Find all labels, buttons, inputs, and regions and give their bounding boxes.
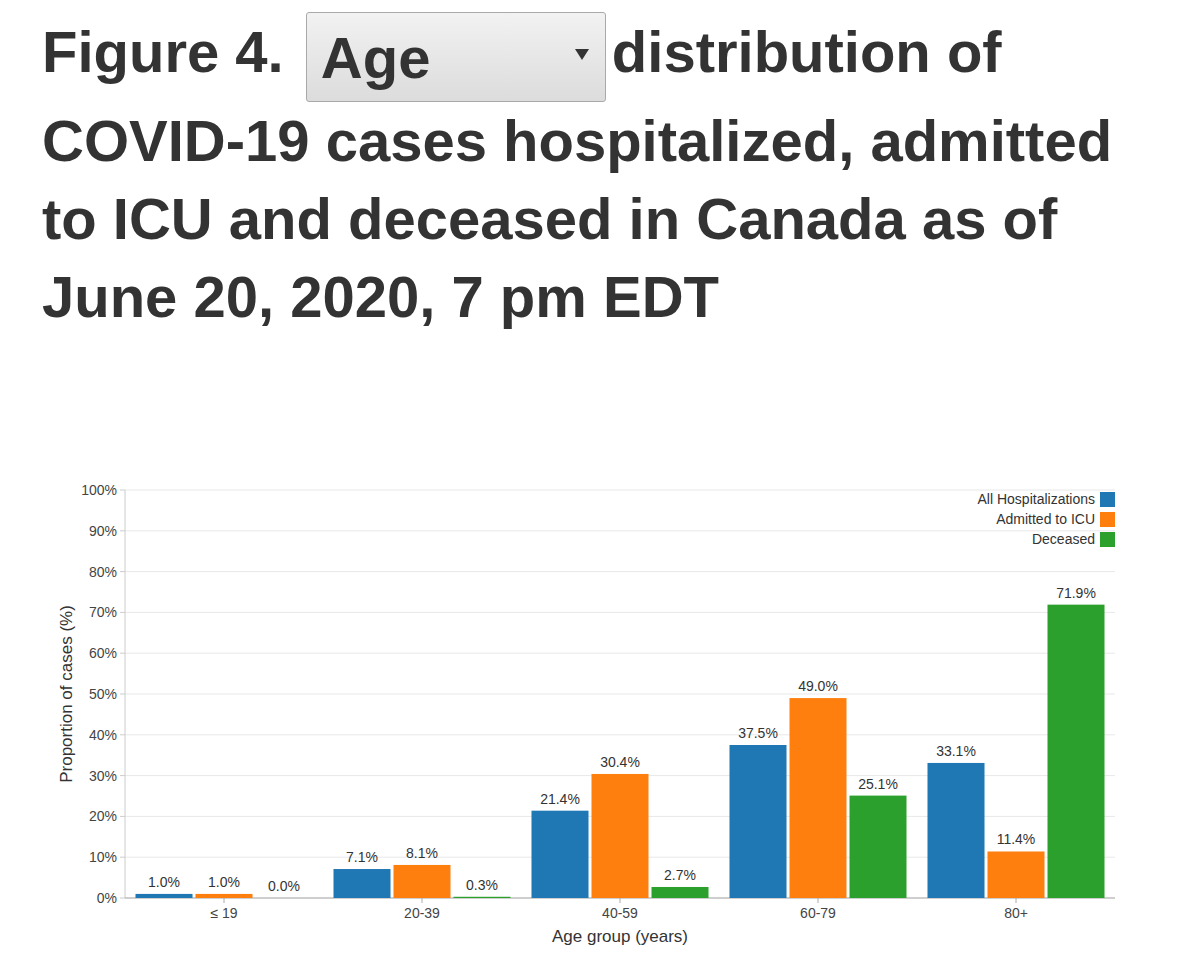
bar <box>1048 605 1105 898</box>
data-label: 2.7% <box>664 867 696 883</box>
bar <box>394 865 451 898</box>
bar <box>730 745 787 898</box>
dropdown-arrow-shape <box>575 49 589 60</box>
data-label: 37.5% <box>738 725 778 741</box>
data-label: 0.3% <box>466 877 498 893</box>
y-tick-label: 70% <box>89 604 117 620</box>
y-tick <box>120 816 125 817</box>
data-label: 21.4% <box>540 791 580 807</box>
bar <box>790 698 847 898</box>
bar <box>928 763 985 898</box>
y-tick <box>120 490 125 491</box>
data-label: 71.9% <box>1056 585 1096 601</box>
bar <box>454 897 511 898</box>
grid-line <box>125 571 1115 572</box>
grid-line <box>125 490 1115 491</box>
bar <box>532 811 589 898</box>
data-label: 1.0% <box>208 874 240 890</box>
y-tick <box>120 612 125 613</box>
legend-swatch <box>1100 532 1115 547</box>
x-tick-label: 40-59 <box>602 905 638 921</box>
y-tick-label: 40% <box>89 727 117 743</box>
x-tick-label: 20-39 <box>404 905 440 921</box>
data-label: 1.0% <box>148 874 180 890</box>
y-tick <box>120 694 125 695</box>
dropdown-arrow <box>575 49 589 61</box>
data-label: 25.1% <box>858 776 898 792</box>
data-label: 8.1% <box>406 845 438 861</box>
y-tick-label: 10% <box>89 849 117 865</box>
bar <box>988 851 1045 898</box>
title-block: Figure 4. Agedistribution of COVID-19 ca… <box>42 12 1172 336</box>
y-tick <box>120 653 125 654</box>
y-tick-label: 0% <box>97 890 117 906</box>
grid-line <box>125 612 1115 613</box>
data-label: 11.4% <box>997 831 1036 847</box>
y-tick-label: 20% <box>89 808 117 824</box>
grid-line <box>125 530 1115 531</box>
y-tick-label: 80% <box>89 564 117 580</box>
grid-line <box>125 734 1115 735</box>
y-tick <box>120 571 125 572</box>
grid-line <box>125 653 1115 654</box>
y-tick-label: 50% <box>89 686 117 702</box>
legend-swatch <box>1100 512 1115 527</box>
bar <box>196 894 253 898</box>
grid-line <box>125 694 1115 695</box>
data-label: 0.0% <box>268 878 300 894</box>
y-tick <box>120 857 125 858</box>
bar <box>136 894 193 898</box>
legend-swatch <box>1100 492 1115 507</box>
y-tick <box>120 775 125 776</box>
title-text: Figure 4. <box>42 19 284 84</box>
legend-label: Deceased <box>1032 531 1095 547</box>
x-axis-label: Age group (years) <box>552 927 688 946</box>
legend-label: Admitted to ICU <box>996 511 1095 527</box>
bar <box>256 898 313 899</box>
y-tick-label: 30% <box>89 768 117 784</box>
y-tick-label: 60% <box>89 645 117 661</box>
legend: All Hospitalizations Admitted to ICU Decea… <box>978 491 1116 547</box>
y-tick-label: 90% <box>89 523 117 539</box>
x-tick <box>1016 898 1017 903</box>
y-tick <box>120 734 125 735</box>
y-tick <box>120 898 125 899</box>
y-tick-label: 100% <box>81 482 117 498</box>
title-dropdown[interactable]: Age <box>306 12 606 102</box>
bar <box>334 869 391 898</box>
x-tick <box>224 898 225 903</box>
data-labels: 1.0% 7.1% 21.4% 37.5% 33.1% 1.0% 8.1% 30.4% 49.0… <box>148 585 1096 894</box>
chart: 0% 10% 20% 30% 40% 50% 60% 70% 80% 90% 100% 1.0% 7.1… <box>0 470 1200 973</box>
x-tick <box>818 898 819 903</box>
data-label: 7.1% <box>346 849 378 865</box>
x-tick-label: 80+ <box>1004 905 1028 921</box>
bar <box>592 774 649 898</box>
bar <box>652 887 709 898</box>
data-label: 33.1% <box>936 743 976 759</box>
y-tick <box>120 530 125 531</box>
x-tick <box>620 898 621 903</box>
y-axis-line <box>125 490 126 898</box>
bar <box>850 796 907 898</box>
data-label: 49.0% <box>798 678 838 694</box>
x-tick-label: ≤ 19 <box>210 905 237 921</box>
x-tick <box>422 898 423 903</box>
data-label: 30.4% <box>600 754 640 770</box>
x-tick-label: 60-79 <box>800 905 836 921</box>
legend-label: All Hospitalizations <box>978 491 1096 507</box>
y-axis-label: Proportion of cases (%) <box>57 605 76 783</box>
bars <box>136 605 1105 898</box>
